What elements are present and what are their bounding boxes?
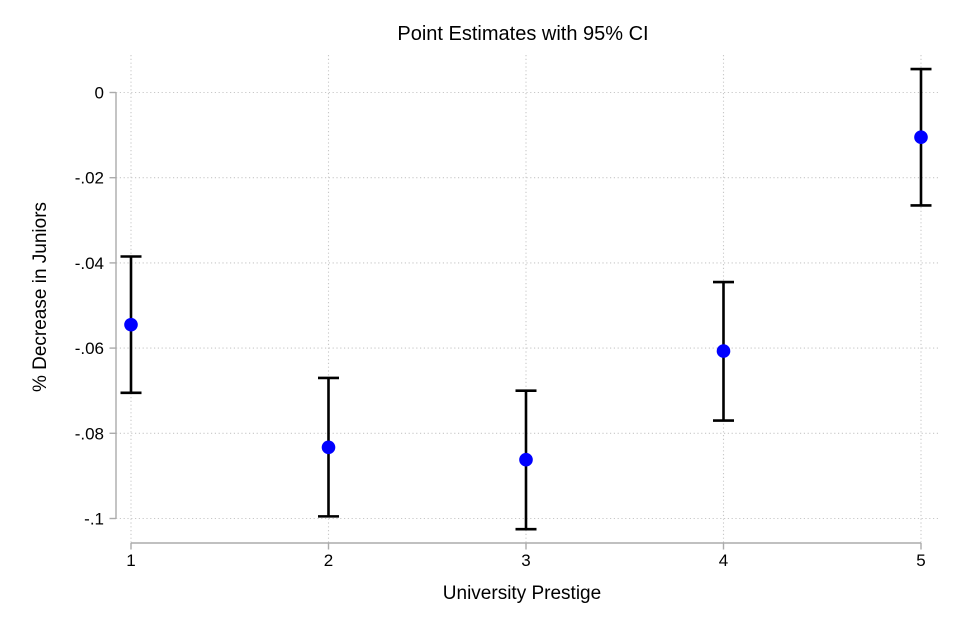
- y-tick-label: -.02: [75, 169, 104, 188]
- y-tick-label: 0: [95, 84, 104, 103]
- chart-title: Point Estimates with 95% CI: [397, 23, 649, 45]
- y-tick-label: -.1: [84, 510, 104, 529]
- x-axis-title: University Prestige: [442, 583, 602, 604]
- x-tick-label: 2: [324, 551, 333, 570]
- y-tick-label: -.08: [75, 424, 104, 443]
- point-marker: [519, 452, 533, 467]
- point-marker: [716, 344, 731, 358]
- x-tick-label: 5: [916, 551, 925, 570]
- y-tick-label: -.06: [75, 339, 104, 358]
- x-tick-label: 3: [521, 551, 530, 570]
- y-tick-label: -.04: [75, 254, 104, 273]
- x-tick-label: 4: [719, 551, 728, 570]
- y-axis-title: % Decrease in Juniors: [30, 201, 51, 393]
- point-marker: [914, 130, 928, 145]
- x-tick-label: 1: [126, 551, 135, 570]
- point-marker: [124, 317, 138, 332]
- point-marker: [321, 440, 336, 455]
